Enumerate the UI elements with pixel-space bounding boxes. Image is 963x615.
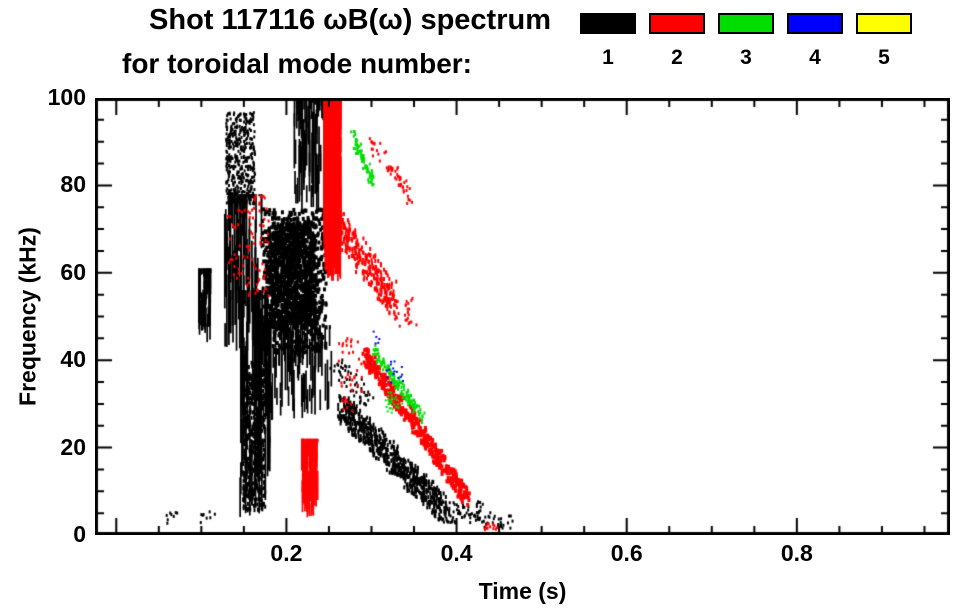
y-axis-title: Frequency (kHz) <box>14 227 41 406</box>
chart-title: Shot 117116 ωB(ω) spectrum <box>149 4 551 36</box>
y-tick-label: 40 <box>60 346 86 373</box>
x-tick-label: 0.4 <box>440 540 473 566</box>
y-tick-label: 80 <box>60 171 86 198</box>
legend-item: 3 <box>718 13 774 68</box>
legend-mode-label: 3 <box>740 46 752 69</box>
legend-mode-label: 5 <box>878 46 890 69</box>
chart-subtitle: for toroidal mode number: <box>122 48 472 79</box>
x-tick-label: 0.6 <box>610 540 643 566</box>
legend-item: 1 <box>580 13 636 68</box>
legend-mode-label: 2 <box>671 46 683 69</box>
legend-swatch-mode-1 <box>580 13 636 34</box>
legend: 1 2 3 4 5 <box>580 13 912 68</box>
legend-swatch-mode-3 <box>718 13 774 34</box>
legend-mode-label: 4 <box>809 46 821 69</box>
legend-swatch-mode-5 <box>856 13 912 34</box>
legend-swatch-mode-2 <box>649 13 705 34</box>
legend-item: 2 <box>649 13 705 68</box>
y-tick-label: 0 <box>73 521 86 547</box>
y-tick-label: 20 <box>60 433 86 460</box>
legend-item: 4 <box>787 13 843 68</box>
y-tick-label: 60 <box>60 258 86 285</box>
legend-mode-label: 1 <box>602 46 614 69</box>
y-tick-label: 100 <box>47 84 86 110</box>
x-axis-title: Time (s) <box>478 578 567 604</box>
spectrogram-canvas <box>95 98 950 535</box>
legend-swatch-mode-4 <box>787 13 843 34</box>
legend-item: 5 <box>856 13 912 68</box>
x-tick-label: 0.8 <box>780 540 813 566</box>
x-tick-label: 0.2 <box>270 540 303 566</box>
